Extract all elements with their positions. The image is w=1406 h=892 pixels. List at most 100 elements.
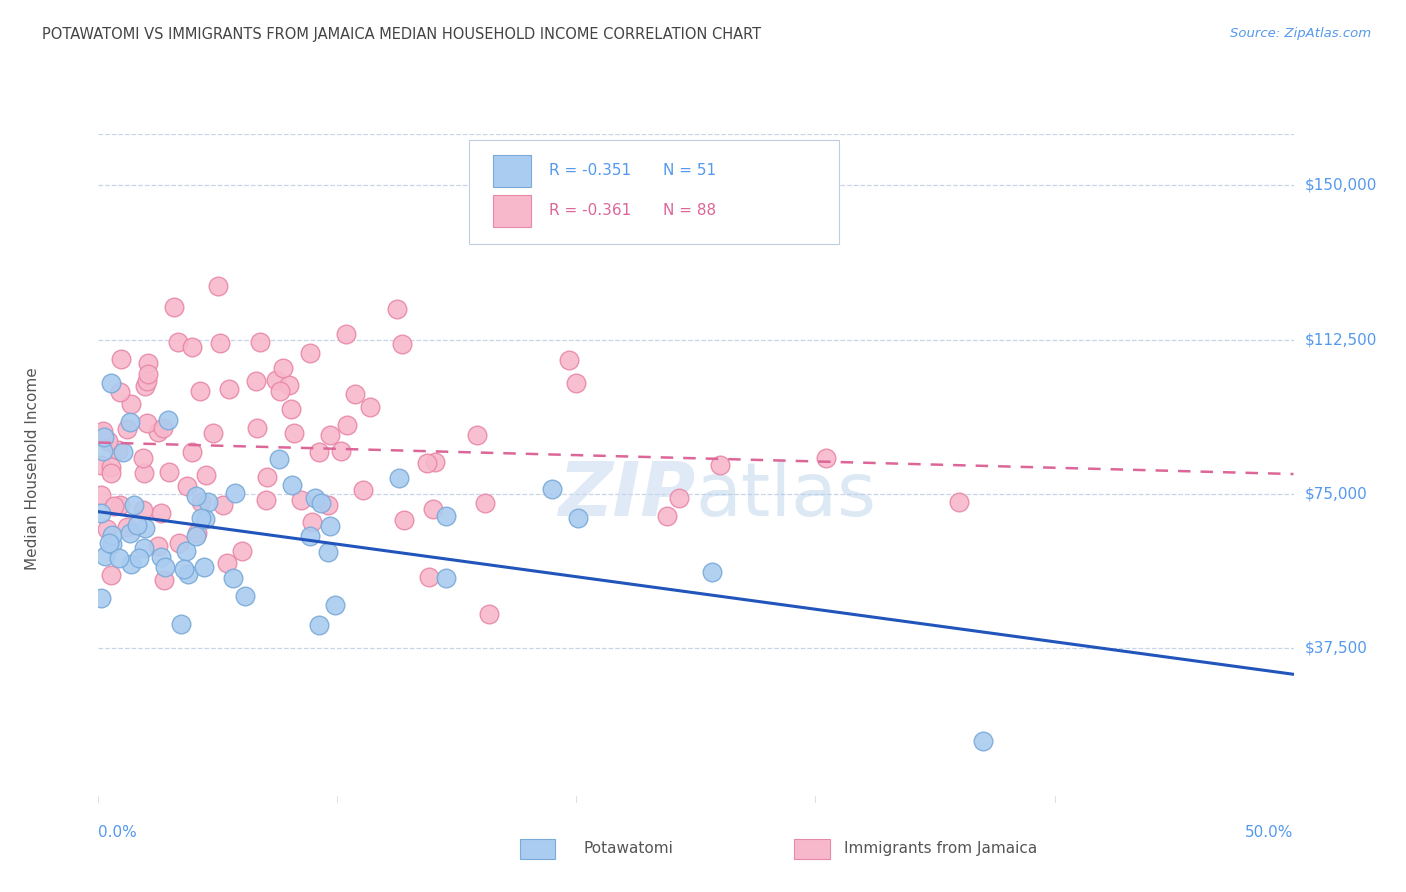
- Point: [280, 402, 302, 417]
- Point: [207, 279, 229, 293]
- Point: [149, 506, 172, 520]
- Point: [184, 489, 207, 503]
- Point: [100, 567, 122, 582]
- Text: $37,500: $37,500: [1305, 641, 1368, 656]
- Point: [100, 376, 122, 390]
- Point: [100, 466, 122, 480]
- Point: [152, 421, 174, 435]
- Point: [283, 425, 305, 440]
- Text: N = 51: N = 51: [662, 163, 716, 178]
- Point: [186, 528, 208, 542]
- Point: [254, 493, 277, 508]
- Point: [120, 397, 142, 411]
- Point: [173, 562, 195, 576]
- Point: [167, 535, 190, 549]
- Point: [118, 526, 141, 541]
- Point: [385, 301, 409, 316]
- Point: [465, 427, 488, 442]
- Point: [319, 519, 342, 533]
- Text: $150,000: $150,000: [1305, 178, 1376, 193]
- Point: [308, 617, 330, 632]
- Point: [215, 556, 238, 570]
- Point: [188, 384, 211, 398]
- Point: [309, 496, 332, 510]
- Point: [100, 459, 122, 474]
- Point: [132, 503, 155, 517]
- Point: [122, 498, 145, 512]
- Point: [93, 549, 115, 563]
- Point: [224, 486, 246, 500]
- Point: [423, 455, 446, 469]
- Point: [558, 353, 581, 368]
- Point: [193, 560, 215, 574]
- Point: [359, 400, 381, 414]
- Point: [146, 425, 169, 439]
- Point: [90, 591, 112, 605]
- Text: R = -0.351: R = -0.351: [548, 163, 641, 178]
- Text: 50.0%: 50.0%: [1246, 825, 1294, 840]
- Point: [336, 417, 359, 432]
- Point: [190, 511, 212, 525]
- Point: [211, 498, 233, 512]
- Point: [290, 493, 312, 508]
- Point: [194, 512, 217, 526]
- Point: [329, 443, 352, 458]
- Point: [478, 607, 501, 621]
- Point: [301, 515, 323, 529]
- Point: [565, 376, 588, 390]
- Point: [344, 387, 367, 401]
- Text: Median Household Income: Median Household Income: [25, 367, 41, 570]
- Point: [115, 520, 138, 534]
- Point: [132, 541, 155, 556]
- Point: [93, 430, 115, 444]
- Point: [972, 734, 994, 748]
- Point: [197, 494, 219, 508]
- Point: [318, 498, 340, 512]
- Text: Source: ZipAtlas.com: Source: ZipAtlas.com: [1230, 27, 1371, 40]
- Point: [195, 468, 218, 483]
- Point: [702, 566, 724, 580]
- Point: [186, 526, 208, 541]
- Point: [319, 428, 342, 442]
- Point: [111, 445, 134, 459]
- Point: [323, 598, 346, 612]
- Point: [474, 496, 496, 510]
- Point: [392, 513, 415, 527]
- Point: [107, 443, 129, 458]
- Point: [209, 335, 232, 350]
- Point: [103, 499, 125, 513]
- Point: [101, 527, 124, 541]
- Point: [166, 334, 188, 349]
- Point: [201, 425, 224, 440]
- Point: [304, 491, 326, 505]
- Point: [299, 529, 322, 543]
- Point: [108, 551, 131, 566]
- Point: [108, 498, 131, 512]
- Point: [434, 508, 457, 523]
- Point: [134, 379, 156, 393]
- Point: [668, 491, 690, 505]
- Text: Immigrants from Jamaica: Immigrants from Jamaica: [844, 841, 1036, 855]
- Point: [298, 346, 321, 360]
- Text: atlas: atlas: [696, 458, 877, 532]
- Point: [177, 567, 200, 582]
- Point: [162, 300, 184, 314]
- Point: [246, 421, 269, 435]
- Point: [128, 551, 150, 566]
- Point: [176, 544, 198, 558]
- Point: [91, 425, 114, 439]
- Point: [233, 589, 256, 603]
- Point: [434, 571, 457, 585]
- Point: [132, 450, 155, 465]
- Point: [655, 508, 678, 523]
- Point: [152, 573, 174, 587]
- Point: [136, 356, 159, 370]
- Text: $112,500: $112,500: [1305, 332, 1376, 347]
- Point: [271, 360, 294, 375]
- Point: [245, 374, 267, 388]
- Point: [190, 494, 212, 508]
- Point: [118, 415, 141, 429]
- Point: [352, 483, 374, 497]
- Point: [814, 451, 837, 466]
- Point: [148, 539, 170, 553]
